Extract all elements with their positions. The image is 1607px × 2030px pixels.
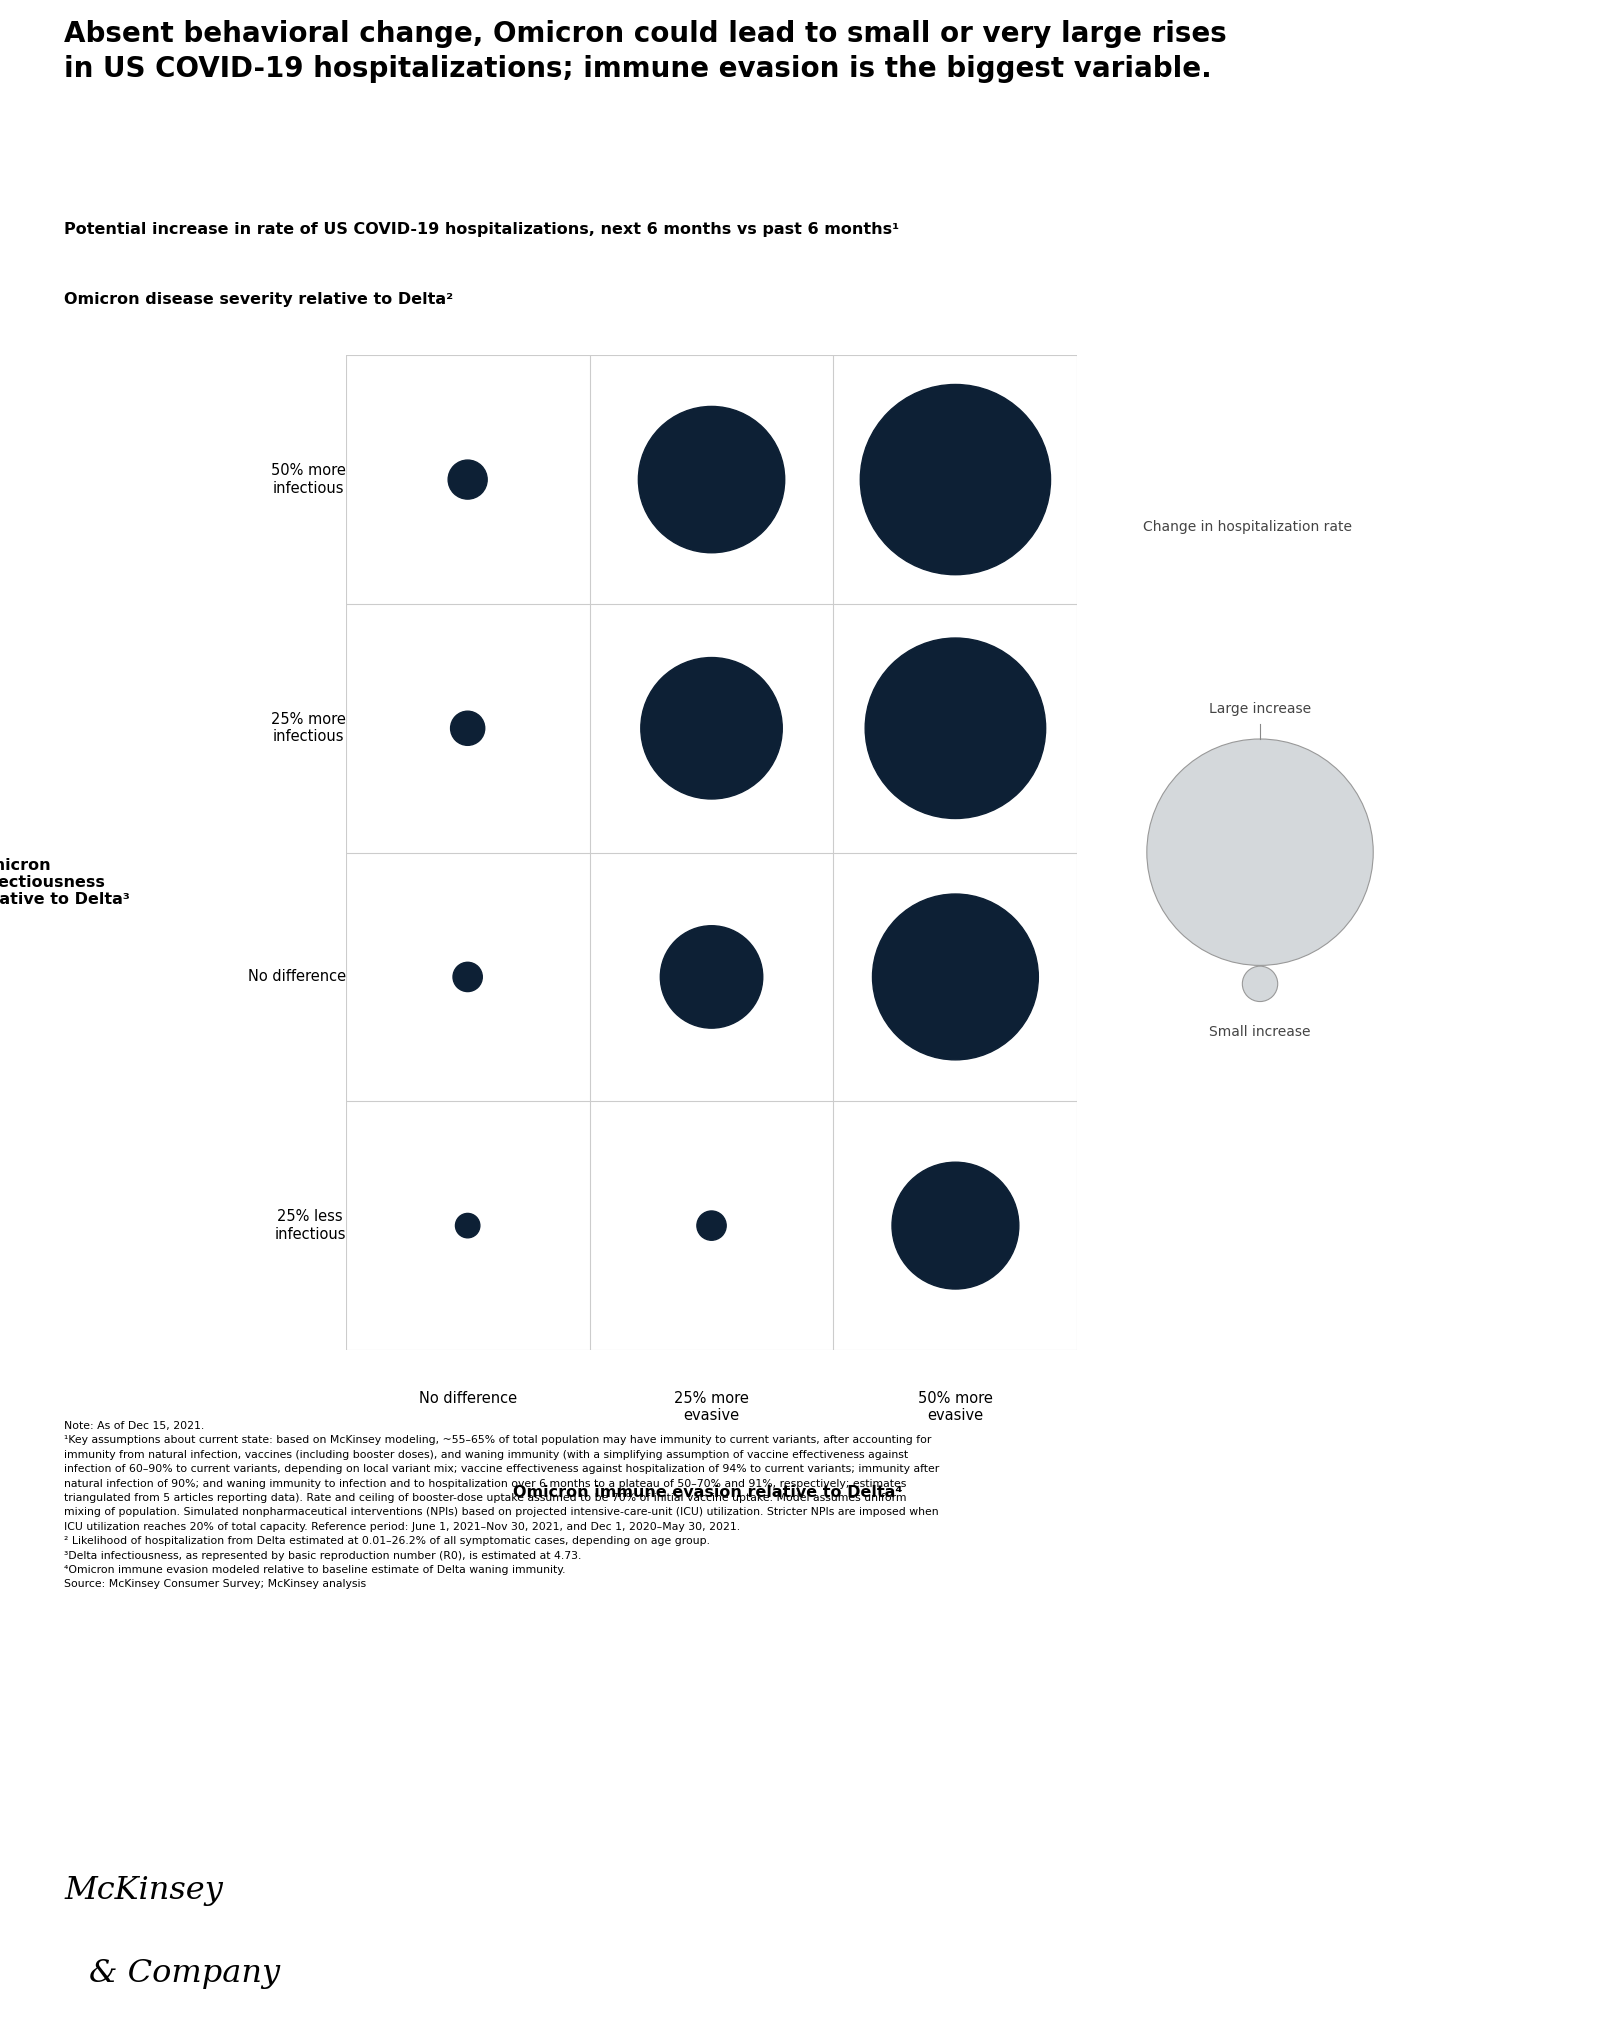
Text: 50% more
infectious: 50% more infectious [270,463,346,495]
Ellipse shape [1242,966,1278,1001]
Ellipse shape [641,658,781,800]
Ellipse shape [638,406,784,552]
Ellipse shape [873,893,1038,1060]
Text: Omicron
infectiousness
relative to Delta³: Omicron infectiousness relative to Delta… [0,857,130,907]
Text: Small increase: Small increase [1208,1025,1310,1039]
Text: Omicron immune evasion relative to Delta⁴: Omicron immune evasion relative to Delta… [513,1484,902,1500]
Ellipse shape [453,962,482,991]
Ellipse shape [1146,739,1372,966]
Text: Omicron disease severity relative to Delta²: Omicron disease severity relative to Del… [64,292,453,307]
Text: 25% more
evasive: 25% more evasive [673,1391,749,1423]
Text: Change in hospitalization rate: Change in hospitalization rate [1143,520,1351,534]
Text: 25% more
infectious: 25% more infectious [270,713,346,745]
Ellipse shape [450,710,484,745]
Text: McKinsey: McKinsey [64,1876,223,1906]
Text: Potential increase in rate of US COVID-19 hospitalizations, next 6 months vs pas: Potential increase in rate of US COVID-1… [64,221,898,238]
Text: No difference: No difference [247,970,346,985]
Text: 50% more
evasive: 50% more evasive [918,1391,992,1423]
Ellipse shape [660,926,762,1027]
Ellipse shape [455,1214,479,1238]
Text: 25% less
infectious: 25% less infectious [275,1210,346,1242]
Ellipse shape [696,1212,726,1240]
Text: Note: As of Dec 15, 2021.
¹Key assumptions about current state: based on McKinse: Note: As of Dec 15, 2021. ¹Key assumptio… [64,1421,938,1589]
Text: Large increase: Large increase [1208,702,1310,717]
Text: No difference: No difference [418,1391,516,1405]
Text: Absent behavioral change, Omicron could lead to small or very large rises
in US : Absent behavioral change, Omicron could … [64,20,1226,83]
Ellipse shape [448,461,487,499]
Ellipse shape [865,637,1045,818]
Ellipse shape [860,384,1049,574]
Text: & Company: & Company [88,1957,280,1989]
Ellipse shape [892,1163,1019,1289]
